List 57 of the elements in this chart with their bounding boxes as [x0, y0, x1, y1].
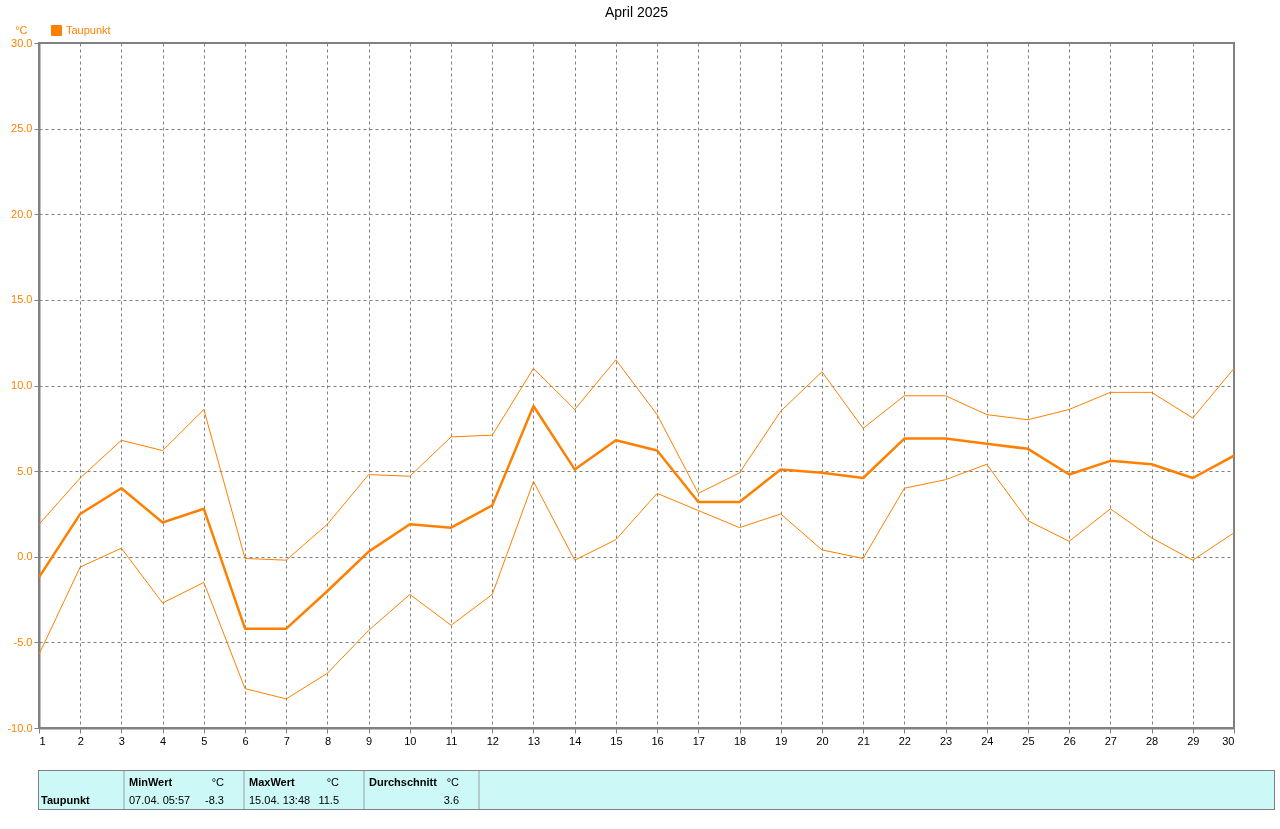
x-tick-label: 18: [733, 734, 747, 747]
x-tick-label: 26: [1063, 734, 1076, 747]
y-tick-label: -10.0: [7, 721, 33, 734]
x-tick-label: 8: [324, 734, 332, 747]
text: MaxWert: [249, 776, 295, 788]
x-tick-label: 9: [366, 734, 373, 747]
text: MinWert: [129, 776, 173, 788]
x-tick-label: 4: [160, 734, 167, 747]
line-series: [39, 463, 1234, 700]
text: -8.3: [205, 794, 224, 806]
y-tick-label: 15.0: [11, 293, 33, 306]
x-tick-label: 19: [775, 734, 788, 747]
line-series: [39, 404, 1234, 630]
x-tick-label: 20: [816, 734, 829, 747]
y-tick-label: -5.0: [13, 635, 33, 648]
x-tick-label: 5: [201, 734, 208, 747]
text: °C: [446, 776, 460, 788]
chart-title: April 2025: [604, 4, 669, 20]
x-tick-label: 3: [118, 734, 125, 747]
y-tick-label: 5.0: [17, 464, 33, 477]
y-axis-title: °C: [15, 23, 28, 36]
x-tick-label: 13: [527, 734, 541, 747]
y-tick-label: 20.0: [11, 207, 33, 220]
x-tick-label: 25: [1022, 734, 1035, 747]
x-tick-label: 27: [1104, 734, 1117, 747]
text: 11.5: [318, 794, 339, 806]
x-tick-label: 1: [39, 734, 46, 747]
y-tick-label: 25.0: [11, 122, 33, 135]
x-tick-label: 28: [1145, 734, 1159, 747]
x-tick-label: 16: [651, 734, 664, 747]
x-tick-label: 12: [486, 734, 499, 747]
x-tick-label: 2: [77, 734, 84, 747]
x-tick-label: 6: [242, 734, 249, 747]
text: Taupunkt: [41, 794, 91, 806]
x-tick-label: 24: [981, 734, 994, 747]
x-tick-label: 14: [569, 734, 582, 747]
x-tick-label: 17: [692, 734, 705, 747]
x-tick-label: 23: [939, 734, 953, 747]
y-tick-label: 30.0: [11, 36, 33, 49]
text: 15.04. 13:48: [249, 794, 311, 806]
text: 07.04. 05:57: [129, 794, 191, 806]
text: 3.6: [443, 794, 459, 806]
x-tick-label: 15: [610, 734, 623, 747]
text: Durchschnitt: [369, 776, 438, 788]
x-tick-label: 7: [283, 734, 290, 747]
x-tick-label: 29: [1187, 734, 1200, 747]
y-tick-label: 0.0: [17, 550, 33, 563]
text: °C: [211, 776, 225, 788]
y-tick-label: 10.0: [11, 379, 33, 391]
x-tick-label: 22: [898, 734, 911, 747]
x-tick-label: 11: [445, 734, 458, 747]
legend-label: Taupunkt: [66, 23, 111, 36]
x-tick-label: 30: [1222, 734, 1235, 747]
line-series: [39, 359, 1234, 561]
x-tick-label: 21: [857, 734, 870, 747]
text: °C: [326, 776, 340, 788]
x-tick-label: 10: [404, 734, 417, 747]
